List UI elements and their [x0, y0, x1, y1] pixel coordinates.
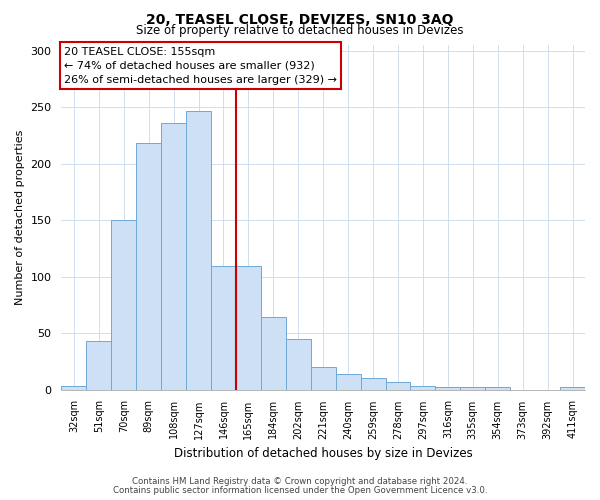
Bar — [261, 318, 286, 390]
Bar — [460, 388, 485, 390]
Text: Contains HM Land Registry data © Crown copyright and database right 2024.: Contains HM Land Registry data © Crown c… — [132, 477, 468, 486]
Bar — [86, 341, 111, 390]
Text: 20 TEASEL CLOSE: 155sqm
← 74% of detached houses are smaller (932)
26% of semi-d: 20 TEASEL CLOSE: 155sqm ← 74% of detache… — [64, 46, 337, 84]
X-axis label: Distribution of detached houses by size in Devizes: Distribution of detached houses by size … — [174, 447, 473, 460]
Bar — [485, 388, 510, 390]
Bar — [361, 378, 386, 390]
Bar — [410, 386, 436, 390]
Bar — [61, 386, 86, 390]
Bar — [236, 266, 261, 390]
Bar — [186, 110, 211, 390]
Y-axis label: Number of detached properties: Number of detached properties — [15, 130, 25, 305]
Bar — [136, 144, 161, 390]
Bar — [311, 367, 335, 390]
Text: 20, TEASEL CLOSE, DEVIZES, SN10 3AQ: 20, TEASEL CLOSE, DEVIZES, SN10 3AQ — [146, 12, 454, 26]
Bar — [161, 123, 186, 390]
Bar — [335, 374, 361, 390]
Bar — [386, 382, 410, 390]
Bar — [560, 388, 585, 390]
Bar — [111, 220, 136, 390]
Bar — [286, 338, 311, 390]
Text: Size of property relative to detached houses in Devizes: Size of property relative to detached ho… — [136, 24, 464, 37]
Text: Contains public sector information licensed under the Open Government Licence v3: Contains public sector information licen… — [113, 486, 487, 495]
Bar — [436, 388, 460, 390]
Bar — [211, 266, 236, 390]
